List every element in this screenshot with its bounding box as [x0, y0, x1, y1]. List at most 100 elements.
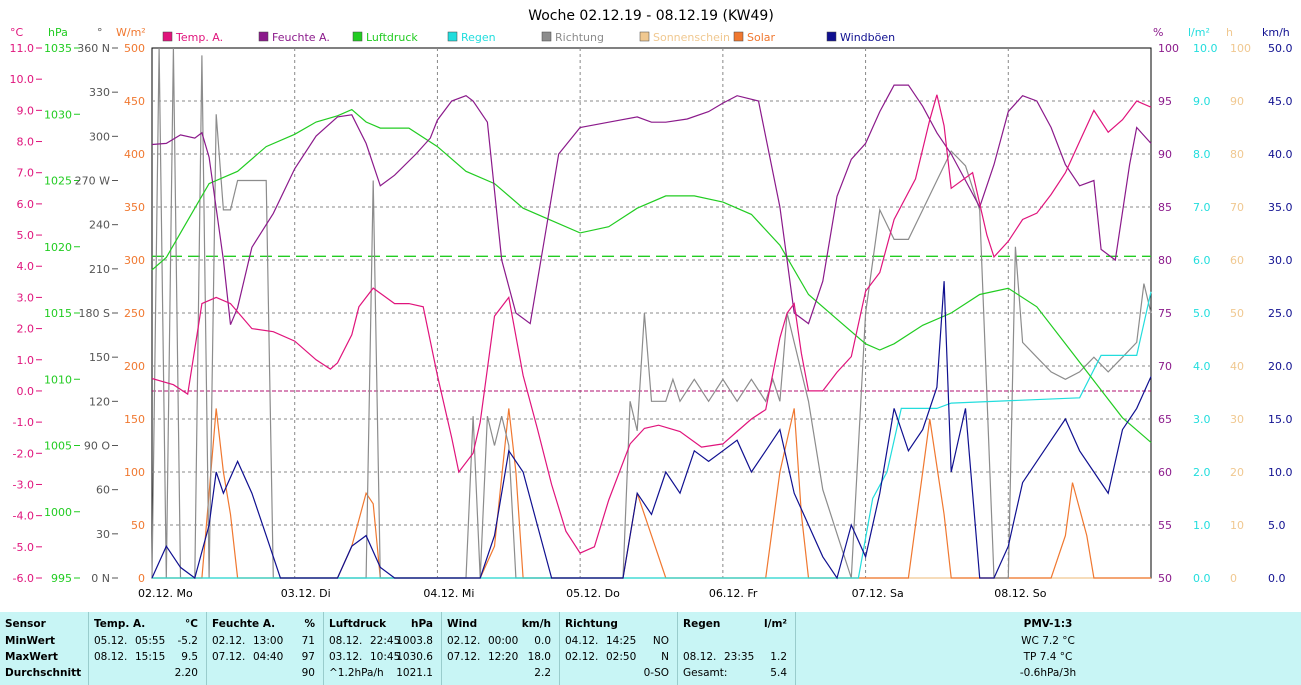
y-tick-solar: 500 [124, 42, 145, 55]
wind-max: 18.0 [527, 651, 551, 663]
y-tick-solar: 200 [124, 360, 145, 373]
legend-swatch [826, 31, 837, 42]
y-tick-humidity: 100 [1158, 42, 1179, 55]
y-tick-wind: 35.0 [1268, 201, 1293, 214]
series-line-regen [152, 291, 1152, 579]
legend-swatch [258, 31, 269, 42]
y-tick-temp: 9.0 [17, 104, 35, 117]
hum-min-date: 02.12. [212, 635, 246, 647]
unit-pressure: hPa [48, 26, 68, 39]
y-tick-direction: 180 S [79, 307, 110, 320]
y-tick-sun: 40 [1230, 360, 1244, 373]
legend-swatch [639, 31, 650, 42]
press-min-time: 22:45 [370, 635, 401, 647]
press-max-time: 10:45 [370, 651, 401, 663]
rain-max-time: 23:35 [724, 651, 755, 663]
y-tick-direction: 60 [96, 484, 110, 497]
dir-min-time: 14:25 [606, 635, 637, 647]
legend-label: Regen [461, 31, 496, 44]
dir-min: NO [652, 635, 669, 647]
stats-col-pmv: PMV-1:3 WC 7.2 °C TP 7.4 °C -0.6hPa/3h [796, 612, 1300, 685]
y-tick-sun: 100 [1230, 42, 1251, 55]
wind-min-date: 02.12. [447, 635, 481, 647]
y-tick-humidity: 60 [1158, 466, 1172, 479]
y-tick-pressure: 1020 [44, 241, 72, 254]
y-tick-temp: 11.0 [10, 42, 35, 55]
hum-max-date: 07.12. [212, 651, 246, 663]
y-tick-solar: 400 [124, 148, 145, 161]
legend-label: Luftdruck [366, 31, 418, 44]
legend-label: Solar [747, 31, 776, 44]
unit-temp: °C [10, 26, 24, 39]
y-tick-solar: 0 [138, 572, 145, 585]
weather-chart: Woche 02.12.19 - 08.12.19 (KW49) Temp. A… [10, 8, 1293, 600]
wind-min-time: 00:00 [488, 635, 519, 647]
legend-label: Richtung [555, 31, 604, 44]
y-tick-direction: 240 [89, 219, 110, 232]
unit-temp: °C [185, 618, 198, 630]
y-tick-rain: 6.0 [1193, 254, 1211, 267]
unit-direction: ° [97, 26, 103, 39]
unit-wind: km/h [521, 618, 551, 630]
y-tick-humidity: 80 [1158, 254, 1172, 267]
pmv-wc: WC 7.2 °C [1021, 635, 1075, 647]
legend-label: Sonnenschein [653, 31, 730, 44]
y-tick-solar: 450 [124, 95, 145, 108]
y-tick-pressure: 1010 [44, 373, 72, 386]
y-tick-temp: 5.0 [17, 229, 35, 242]
axes: 02.12. Mo 03.12. Di 04.12. Mi 05.12. Do 06.1… [10, 42, 1293, 600]
y-tick-wind: 0.0 [1268, 572, 1286, 585]
series-line-richtung [151, 47, 1152, 579]
y-tick-humidity: 85 [1158, 201, 1172, 214]
y-tick-temp: 1.0 [17, 354, 35, 367]
y-tick-temp: 8.0 [17, 136, 35, 149]
y-tick-sun: 70 [1230, 201, 1244, 214]
y-tick-humidity: 70 [1158, 360, 1172, 373]
hum-min: 71 [301, 635, 315, 647]
x-tick-label: 03.12. Di [281, 587, 331, 600]
y-tick-direction: 90 O [84, 440, 110, 453]
statistics-table: Sensor MinWert MaxWert Durchschnitt Temp… [0, 612, 1301, 685]
y-tick-temp: 3.0 [17, 291, 35, 304]
y-tick-humidity: 65 [1158, 413, 1172, 426]
y-tick-temp: -4.0 [13, 510, 34, 523]
unit-solar: W/m² [116, 26, 146, 39]
y-tick-rain: 7.0 [1193, 201, 1211, 214]
y-tick-direction: 360 N [77, 42, 110, 55]
y-tick-rain: 4.0 [1193, 360, 1211, 373]
y-tick-temp: -5.0 [13, 541, 34, 554]
y-tick-wind: 45.0 [1268, 95, 1293, 108]
y-tick-rain: 3.0 [1193, 413, 1211, 426]
series-line-feuchte-a- [151, 84, 1152, 325]
legend-swatch [352, 31, 363, 42]
plot-area [151, 47, 1152, 580]
x-tick-label: 08.12. So [994, 587, 1046, 600]
y-tick-temp: 6.0 [17, 198, 35, 211]
y-tick-wind: 10.0 [1268, 466, 1293, 479]
temp-min-date: 05.12. [94, 635, 128, 647]
y-tick-direction: 330 [89, 86, 110, 99]
y-tick-pressure: 1030 [44, 108, 72, 121]
y-tick-rain: 0.0 [1193, 572, 1211, 585]
y-tick-solar: 250 [124, 307, 145, 320]
x-tick-label: 02.12. Mo [138, 587, 193, 600]
x-tick-label: 06.12. Fr [709, 587, 758, 600]
y-tick-direction: 120 [89, 395, 110, 408]
temp-avg: 2.20 [174, 667, 198, 679]
y-tick-temp: -6.0 [13, 572, 34, 585]
chart-title: Woche 02.12.19 - 08.12.19 (KW49) [528, 8, 774, 24]
stats-col-direction: Richtung 04.12. 14:25 NO 02.12. 02:50 N 0-SO [560, 612, 678, 685]
y-tick-pressure: 1035 [44, 42, 72, 55]
y-tick-sun: 80 [1230, 148, 1244, 161]
chart-legend: Temp. A. Feuchte A. Luftdruck Regen Richtung… [162, 31, 895, 44]
stats-col-wind: Wind km/h 02.12. 00:00 0.0 07.12. 12:20 18.0 … [442, 612, 560, 685]
legend-label: Temp. A. [175, 31, 223, 44]
wind-max-time: 12:20 [488, 651, 519, 663]
temp-min: -5.2 [177, 635, 199, 647]
y-tick-humidity: 75 [1158, 307, 1172, 320]
hum-min-time: 13:00 [253, 635, 284, 647]
dir-max-date: 02.12. [565, 651, 599, 663]
y-tick-direction: 0 N [91, 572, 110, 585]
header-pmv: PMV-1:3 [1023, 618, 1073, 630]
y-tick-direction: 210 [89, 263, 110, 276]
